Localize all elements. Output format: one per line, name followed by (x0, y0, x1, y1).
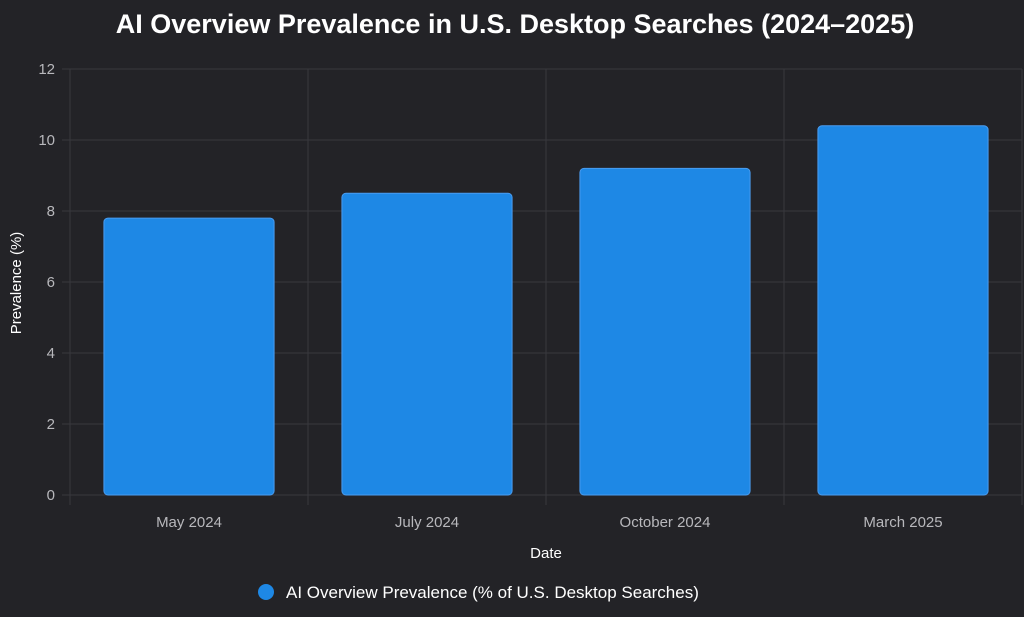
bars (103, 125, 989, 496)
y-tick-label: 10 (38, 132, 55, 149)
x-tick-label: July 2024 (395, 514, 459, 531)
y-axis-ticks: 0 2 4 6 8 10 12 (38, 61, 55, 504)
bar-march-2025[interactable] (817, 125, 989, 496)
legend[interactable]: AI Overview Prevalence (% of U.S. Deskto… (258, 583, 699, 602)
x-axis-ticks: May 2024 July 2024 October 2024 March 2025 (156, 514, 943, 531)
y-tick-label: 12 (38, 61, 55, 78)
chart-title: AI Overview Prevalence in U.S. Desktop S… (116, 9, 914, 39)
y-tick-label: 8 (47, 203, 55, 220)
bar-may-2024[interactable] (103, 217, 275, 496)
y-tick-label: 0 (47, 487, 55, 504)
x-tick-label: March 2025 (863, 514, 942, 531)
y-tick-label: 6 (47, 274, 55, 291)
y-tick-label: 2 (47, 416, 55, 433)
x-axis-label: Date (530, 545, 562, 562)
legend-swatch (258, 584, 274, 600)
y-tick-label: 4 (47, 345, 55, 362)
legend-label: AI Overview Prevalence (% of U.S. Deskto… (286, 583, 699, 602)
bar-july-2024[interactable] (341, 192, 513, 496)
bar-october-2024[interactable] (579, 167, 751, 496)
x-tick-label: May 2024 (156, 514, 222, 531)
y-axis-label: Prevalence (%) (8, 232, 25, 335)
x-tick-label: October 2024 (620, 514, 711, 531)
